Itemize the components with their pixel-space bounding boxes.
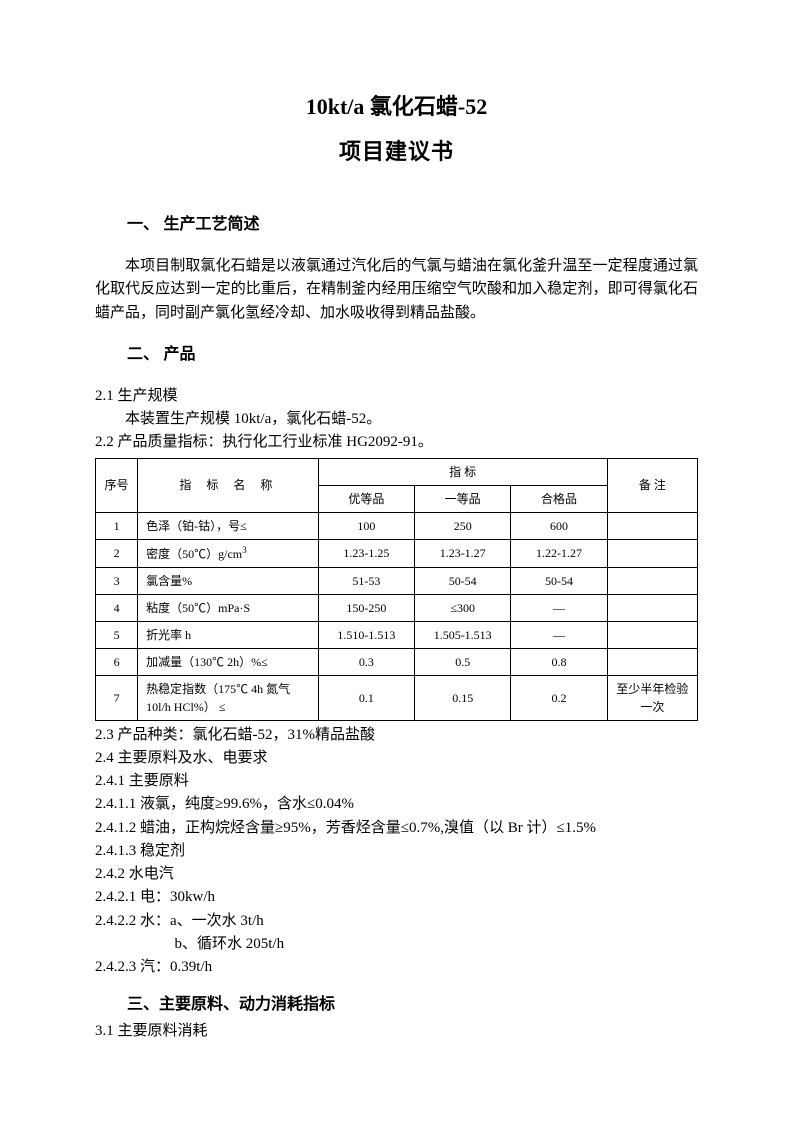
table-row: 6 加减量（130℃ 2h）%≤ 0.3 0.5 0.8 [96,648,698,675]
title-sub: 项目建议书 [95,135,698,168]
s24: 2.4 主要原料及水、电要求 [95,747,698,770]
table-row: 1 色泽（铂-钴），号≤ 100 250 600 [96,512,698,539]
th-idx: 序号 [96,458,138,512]
s23: 2.3 产品种类：氯化石蜡-52，31%精品盐酸 [95,724,698,747]
s21-label: 2.1 生产规模 [95,385,698,408]
table-row: 5 折光率 h 1.510-1.513 1.505-1.513 — [96,621,698,648]
title-main: 10kt/a 氯化石蜡-52 [95,90,698,123]
s2421: 2.4.2.1 电：30kw/h [95,886,698,909]
quality-table: 序号 指 标 名 称 指 标 备 注 优等品 一等品 合格品 1 色泽（铂-钴）… [95,458,698,721]
th-note: 备 注 [607,458,697,512]
s242: 2.4.2 水电汽 [95,863,698,886]
s2422a: 2.4.2.2 水：a、一次水 3t/h [95,910,698,933]
th-grade2: 一等品 [415,485,511,512]
th-name: 指 标 名 称 [138,458,319,512]
s241: 2.4.1 主要原料 [95,770,698,793]
s22-label: 2.2 产品质量指标：执行化工行业标准 HG2092-91。 [95,431,698,454]
th-metrics: 指 标 [318,458,607,485]
s31: 3.1 主要原料消耗 [95,1020,698,1043]
th-grade1: 优等品 [318,485,414,512]
s2413: 2.4.1.3 稳定剂 [95,840,698,863]
section1-body: 本项目制取氯化石蜡是以液氯通过汽化后的气氯与蜡油在氯化釜升温至一定程度通过氯化取… [95,255,698,325]
section2-heading: 二、 产品 [95,343,698,367]
table-row: 7 热稳定指数（175℃ 4h 氮气10l/h HCl%） ≤ 0.1 0.15… [96,675,698,720]
s2411: 2.4.1.1 液氯，纯度≥99.6%，含水≤0.04% [95,793,698,816]
s2423: 2.4.2.3 汽：0.39t/h [95,956,698,979]
table-row: 3 氯含量% 51-53 50-54 50-54 [96,567,698,594]
s2412: 2.4.1.2 蜡油，正构烷烃含量≥95%，芳香烃含量≤0.7%,溴值（以 Br… [95,817,698,840]
section3-heading: 三、主要原料、动力消耗指标 [95,993,698,1017]
table-row: 4 粘度（50℃）mPa·S 150-250 ≤300 — [96,594,698,621]
th-grade3: 合格品 [511,485,607,512]
s2422b: b、循环水 205t/h [95,933,698,956]
section1-heading: 一、 生产工艺简述 [95,213,698,237]
table-row: 2 密度（50℃）g/cm3 1.23-1.25 1.23-1.27 1.22-… [96,539,698,567]
s21-body: 本装置生产规模 10kt/a，氯化石蜡-52。 [95,408,698,431]
